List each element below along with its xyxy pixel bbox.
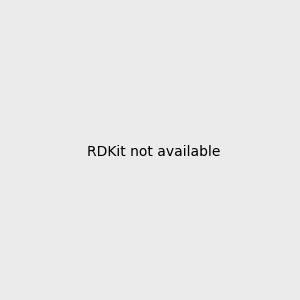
- Text: RDKit not available: RDKit not available: [87, 145, 220, 158]
